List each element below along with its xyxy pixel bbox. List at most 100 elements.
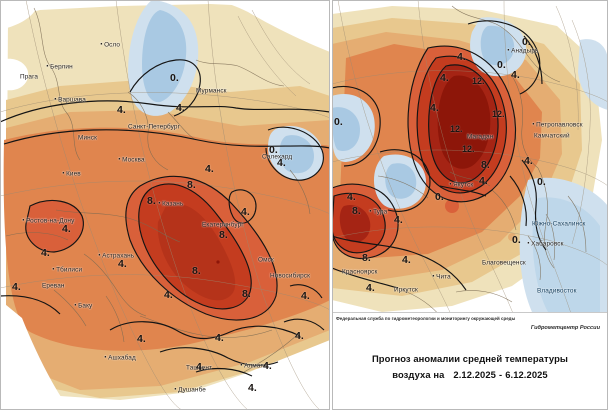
city-label: Владивосток (537, 287, 577, 295)
cold-yakutia-w-core (385, 163, 417, 199)
city-label: Осло (100, 40, 120, 50)
forecast-date-separator: - (498, 369, 503, 380)
contour-value-label: 8. (352, 205, 361, 217)
city-label: Камчатский (534, 132, 570, 140)
contour-value-label: 4. (295, 330, 304, 342)
cold-zone-north-core (142, 10, 187, 103)
contour-value-label: 4. (366, 282, 375, 294)
contour-value-label: 4. (301, 290, 310, 302)
contour-value-label: 8. (219, 229, 228, 241)
city-label: Магадан (467, 133, 494, 141)
city-label: Красноярск (342, 268, 378, 276)
organization-line-2: Гидрометцентр России (530, 325, 600, 331)
contour-value-label: 8. (242, 288, 251, 300)
city-label: Анадырь (507, 46, 539, 56)
contour-value-label: 12. (492, 109, 505, 119)
city-label: Новосибирск (270, 272, 310, 280)
city-label: Хабаровск (527, 239, 564, 249)
lobe-tura-inner (339, 204, 371, 243)
contour-value-label: 4. (12, 281, 21, 293)
city-label: Душанбе (174, 385, 206, 395)
city-label: Иркутск (394, 286, 418, 294)
city-label: Киев (62, 169, 81, 179)
cold-west-core (332, 107, 360, 152)
caption-block: Федеральная служба по гидрометеорологии … (332, 312, 608, 410)
spot-khabarovsk-core (508, 233, 516, 241)
contour-value-label: 0. (537, 176, 546, 188)
city-label: Чита (432, 272, 451, 282)
city-label: Южно-Сахалинск (532, 220, 586, 228)
contour-value-label: 0. (522, 36, 531, 48)
city-label: Прага (20, 73, 39, 81)
city-label: Берлин (46, 62, 73, 72)
city-label: Варшава (54, 95, 86, 105)
city-label: Якутск (449, 180, 473, 190)
contour-value-label: 4. (117, 104, 126, 116)
core-plus8-inner (157, 203, 236, 301)
map-panel-west: Берлин Прага Осло Варшава Мурманск Санкт-Пете… (0, 0, 330, 410)
spot-mid-east (445, 199, 459, 213)
contour-value-label: 4. (479, 175, 488, 187)
contour-value-label: 0. (497, 59, 506, 71)
contour-value-label: 8. (192, 265, 201, 277)
core-center-marker (216, 260, 220, 264)
contour-value-label: 4. (263, 360, 272, 372)
contour-value-label: 0. (269, 144, 278, 156)
city-label: Минск (78, 134, 98, 142)
contour-value-label: 0. (170, 72, 179, 84)
lobe-caucasus (25, 200, 84, 252)
graticule-west (0, 0, 330, 410)
contour-value-label: 4. (137, 333, 146, 345)
city-label: Благовещенск (482, 259, 526, 267)
organization-line-1: Федеральная служба по гидрометеорологии … (336, 316, 516, 321)
contour-value-label: 4. (118, 258, 127, 270)
map-panel-east: Анадырь Магадан Петропавловск Камчатский Яку… (332, 0, 608, 410)
contour-value-label: 12. (450, 124, 463, 134)
contour-value-label: 4. (176, 102, 185, 114)
city-label: Ташкент (186, 364, 213, 372)
forecast-title-line-2: воздуха на 2.12.2025-6.12.2025 (332, 369, 608, 380)
contour-value-label: 4. (196, 361, 205, 373)
contour-value-label: 4. (402, 254, 411, 266)
city-label: Екатеринбург (202, 221, 244, 229)
city-label: Ашхабад (104, 353, 136, 363)
contour-value-label: 12. (472, 76, 485, 86)
panel-divider (330, 0, 332, 410)
coastline-east (377, 5, 587, 319)
city-label: Тбилиси (52, 265, 82, 275)
contour-value-label: 4. (241, 206, 250, 218)
city-label: Салехард (262, 153, 293, 161)
contour-value-label: 4. (430, 102, 439, 114)
cold-patch-kara-core (279, 135, 314, 174)
contour-value-label: 4. (524, 155, 533, 167)
east-anomaly-field (332, 0, 608, 410)
contour-value-label: 0. (334, 116, 343, 128)
contour-value-label: 4. (277, 157, 286, 169)
contour-value-label: 4. (205, 163, 214, 175)
contour-value-label: 8. (147, 195, 156, 207)
contour-value-label: 8. (187, 179, 196, 191)
contour-value-label: 4. (440, 72, 449, 84)
forecast-period-prefix: воздуха на (392, 369, 445, 380)
contour-value-label: 8. (362, 252, 371, 264)
forecast-title-line-1: Прогноз аномалии средней температуры (371, 353, 569, 364)
contour-value-label: 4. (248, 382, 257, 394)
forecast-date-from: 2.12.2025 (453, 369, 496, 380)
city-label: Ростов-на-Дону (22, 216, 74, 226)
city-label: Тура (369, 207, 387, 217)
city-label: Баку (74, 301, 92, 311)
contour-value-label: 4. (457, 51, 466, 63)
contours-west (0, 59, 330, 377)
city-label: Мурманск (196, 87, 227, 95)
city-label: Москва (118, 155, 145, 165)
se-white (244, 360, 330, 410)
north-sea (0, 58, 29, 91)
city-label: Санкт-Петербург (128, 123, 181, 131)
city-label: Алматы (240, 361, 268, 371)
contour-value-label: 4. (511, 69, 520, 81)
arctic-ocean-east (332, 0, 608, 14)
coastline-west (5, 7, 311, 373)
contour-value-label: 4. (394, 214, 403, 226)
city-label: Ереван (42, 282, 65, 290)
